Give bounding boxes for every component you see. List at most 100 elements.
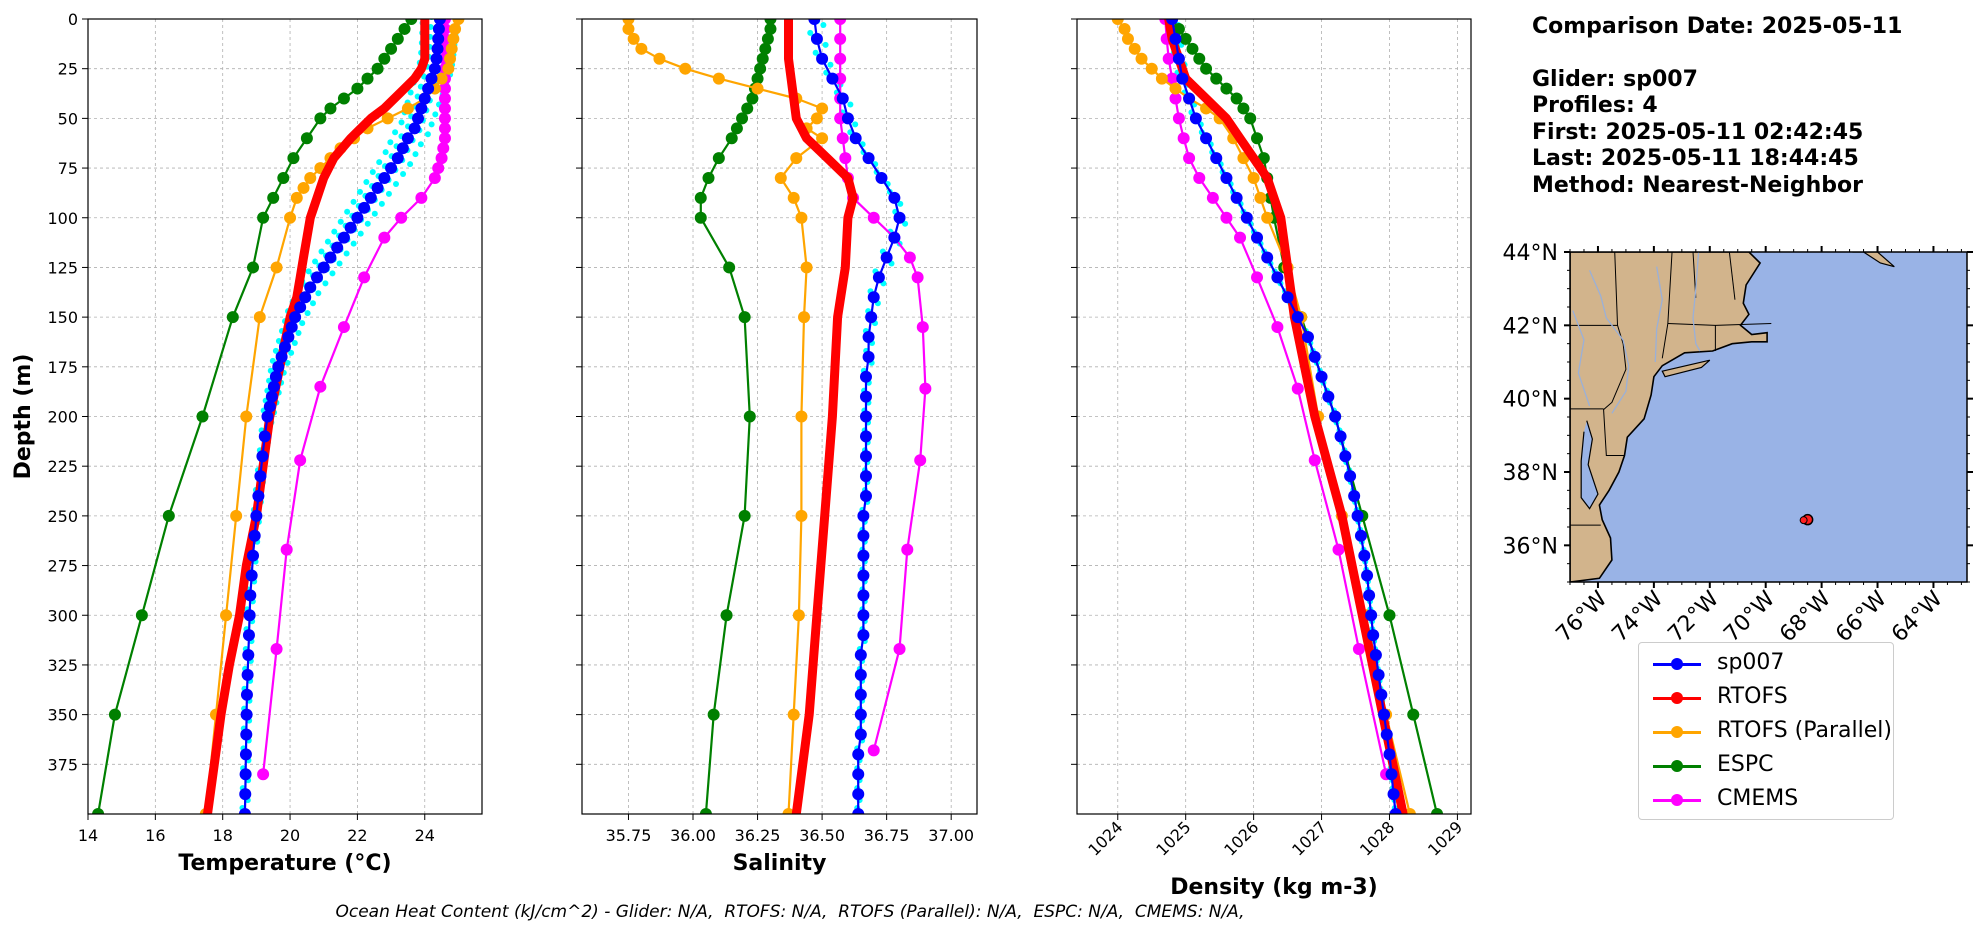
- series-marker-sp007: [279, 340, 291, 353]
- map-lon-label: 70°W: [1719, 586, 1780, 647]
- series-marker-cmems: [893, 643, 906, 656]
- series-marker-sp007: [1372, 668, 1385, 681]
- series-marker-rtofs-parallel: [1261, 211, 1274, 224]
- series-marker-cmems: [901, 543, 914, 556]
- series-marker-sp007: [1169, 32, 1182, 45]
- series-marker-sp007: [269, 370, 282, 383]
- profile-dot: [291, 339, 298, 346]
- map-lon-label: 66°W: [1831, 586, 1892, 647]
- profile-dot: [337, 218, 344, 225]
- series-marker-sp007: [1387, 788, 1400, 801]
- profile-dot: [331, 228, 338, 235]
- map-content: [1570, 252, 1967, 582]
- series-marker-espc: [743, 410, 756, 423]
- series-marker-rtofs-parallel: [1128, 42, 1141, 55]
- series-marker-espc: [746, 92, 759, 105]
- x-tick-label: 36.75: [864, 826, 910, 845]
- series-marker-sp007: [265, 390, 278, 403]
- series-rtofs: [784, 19, 858, 814]
- ocean-heat-content-footer: Ocean Heat Content (kJ/cm^2) - Glider: N…: [335, 902, 1245, 922]
- profile-dot: [1164, 10, 1170, 16]
- series-marker-sp007: [239, 788, 252, 801]
- series-marker-sp007: [859, 490, 872, 502]
- profile-dot: [304, 310, 311, 317]
- series-marker-sp007: [415, 102, 428, 115]
- series-marker-sp007: [242, 629, 255, 642]
- series-marker-rtofs-parallel: [1121, 32, 1134, 45]
- series-marker-sp007: [239, 768, 252, 781]
- series-marker-sp007: [862, 331, 875, 343]
- series-marker-sp007: [862, 350, 875, 363]
- series-marker-sp007: [857, 549, 870, 562]
- series-marker-sp007: [1334, 430, 1347, 443]
- chart-panel-1: 14 16 18 20 22 24 0 25 50 75 100 125 150 175 200 225 250…: [11, 10, 483, 876]
- series-marker-rtofs-parallel: [816, 132, 829, 145]
- profile-dot: [407, 161, 414, 168]
- x-axis-label: Salinity: [733, 851, 827, 876]
- series-marker-rtofs-parallel: [800, 261, 813, 274]
- series-marker-sp007: [1166, 19, 1179, 25]
- profile-count: Profiles: 4: [1532, 93, 1658, 119]
- glider-location-marker-2: [1799, 516, 1808, 525]
- series-marker-sp007: [859, 370, 872, 383]
- legend-marker-espc: [1671, 760, 1683, 772]
- series-marker-rtofs-parallel: [230, 509, 243, 522]
- series-marker-sp007: [430, 52, 443, 65]
- series-marker-sp007: [378, 172, 391, 184]
- series-marker-sp007: [1308, 350, 1321, 363]
- series-cmems: [1159, 19, 1393, 781]
- profile-dot: [312, 258, 319, 265]
- series-marker-espc: [1210, 72, 1223, 85]
- series-marker-sp007: [250, 509, 263, 522]
- series-marker-cmems: [1169, 92, 1182, 105]
- series-marker-sp007: [272, 360, 285, 373]
- series-marker-rtofs-parallel: [1135, 52, 1148, 65]
- series-marker-rtofs-parallel: [795, 509, 808, 522]
- profile-dot: [299, 320, 306, 327]
- series-marker-rtofs-parallel: [1254, 191, 1267, 204]
- series-marker-espc: [1251, 132, 1264, 145]
- series-marker-rtofs-parallel: [442, 62, 455, 75]
- series-marker-sp007: [810, 32, 823, 45]
- x-tick-label: 36.50: [799, 826, 845, 845]
- x-tick-label: 1029: [1424, 817, 1466, 859]
- series-marker-sp007: [836, 92, 849, 105]
- series-marker-espc: [1230, 92, 1243, 105]
- x-tick-label: 22: [347, 826, 367, 845]
- series-marker-cmems: [280, 543, 293, 556]
- profile-dot: [428, 121, 435, 128]
- series-marker-espc: [1193, 52, 1206, 65]
- series-marker-sp007: [258, 430, 271, 443]
- series-marker-sp007: [1251, 231, 1264, 244]
- series-marker-cmems: [839, 152, 852, 165]
- profile-dot: [371, 210, 378, 217]
- series-marker-cmems: [919, 382, 932, 395]
- profile-dot: [305, 268, 312, 275]
- series-marker-rtofs-parallel: [635, 42, 648, 55]
- series-marker-cmems: [438, 112, 451, 125]
- series-marker-rtofs-parallel: [1169, 82, 1182, 95]
- series-marker-sp007: [401, 132, 414, 145]
- series-marker-espc: [720, 609, 733, 622]
- glider-name: Glider: sp007: [1532, 66, 1698, 92]
- series-marker-rtofs-parallel: [751, 82, 764, 95]
- series-marker-rtofs-parallel: [795, 410, 808, 423]
- series-marker-sp007: [432, 32, 445, 45]
- x-tick-label: 24: [415, 826, 435, 845]
- chesapeake-bay: [1580, 420, 1599, 510]
- y-tick-label: 125: [47, 258, 78, 277]
- series-marker-cmems: [1172, 112, 1185, 125]
- profile-dot: [400, 171, 407, 178]
- map-lon-label: 68°W: [1775, 586, 1836, 647]
- series-marker-sp007: [1339, 450, 1352, 463]
- series-marker-cmems: [1291, 382, 1304, 395]
- series-marker-espc: [378, 52, 391, 65]
- profile-dot: [847, 101, 854, 108]
- y-tick-label: 225: [47, 457, 78, 476]
- series-marker-sp007: [304, 281, 317, 294]
- series-marker-cmems: [1251, 271, 1264, 284]
- x-tick-label: 14: [78, 826, 98, 845]
- series-rtofs-parallel: [622, 19, 829, 814]
- series-marker-sp007: [358, 201, 371, 214]
- series-marker-sp007: [396, 142, 409, 155]
